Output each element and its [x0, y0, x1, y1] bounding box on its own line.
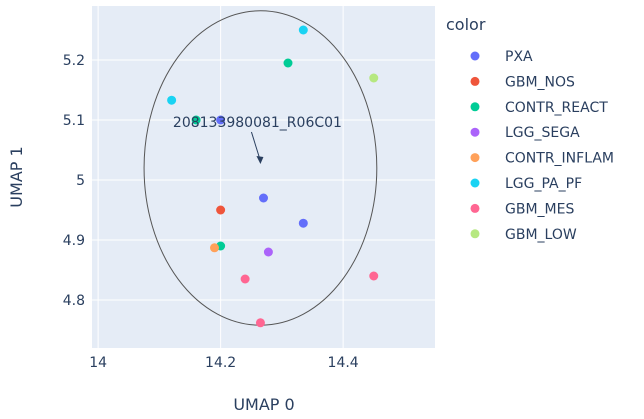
- legend[interactable]: PXA GBM_NOS CONTR_REACT LGG_SEGA CONTR_INFLA…: [470, 49, 614, 243]
- x-tick-label: 14.4: [328, 355, 359, 371]
- data-point-contr-inflam[interactable]: [210, 243, 219, 253]
- data-point-lgg-pa-pf[interactable]: [298, 25, 308, 35]
- data-point-lgg-pa-pf[interactable]: [167, 95, 177, 105]
- data-point-gbm-mes[interactable]: [369, 271, 379, 281]
- y-axis-title: UMAP 1: [7, 146, 26, 207]
- legend-item-lgg-pa-pf[interactable]: LGG_PA_PF: [470, 176, 583, 192]
- data-point-gbm-mes[interactable]: [255, 318, 265, 328]
- legend-item-lgg-sega[interactable]: LGG_SEGA: [470, 125, 581, 141]
- legend-marker: [470, 203, 480, 213]
- legend-item-contr-inflam[interactable]: CONTR_INFLAM: [470, 151, 614, 167]
- tick-labels: 14 14.2 14.4 4.8 4.9 5 5.1 5.2: [63, 53, 359, 371]
- legend-item-contr-react[interactable]: CONTR_REACT: [470, 100, 609, 116]
- legend-item-gbm-nos[interactable]: GBM_NOS: [470, 74, 576, 90]
- legend-marker: [470, 229, 480, 239]
- legend-label: CONTR_INFLAM: [505, 151, 614, 167]
- legend-label: GBM_MES: [505, 201, 574, 217]
- plot-background: [92, 6, 435, 348]
- y-tick-label: 5: [76, 173, 85, 189]
- x-tick-label: 14.2: [205, 355, 236, 371]
- legend-label: GBM_LOW: [505, 227, 577, 243]
- data-point-gbm-low[interactable]: [369, 73, 379, 83]
- data-point-pxa[interactable]: [216, 115, 226, 125]
- annotation-label: 208133980081_R06C01: [173, 115, 342, 131]
- legend-marker: [470, 102, 480, 112]
- annotation-arrowhead: [256, 156, 264, 164]
- legend-label: LGG_SEGA: [505, 125, 580, 141]
- legend-marker: [470, 76, 480, 86]
- legend-item-gbm-mes[interactable]: GBM_MES: [470, 201, 575, 217]
- data-point-gbm-nos[interactable]: [216, 205, 226, 215]
- y-tick-label: 4.8: [63, 293, 85, 309]
- data-point-pxa[interactable]: [259, 193, 268, 203]
- x-axis-title: UMAP 0: [233, 395, 294, 414]
- legend-label: LGG_PA_PF: [505, 176, 582, 192]
- legend-label: PXA: [505, 49, 533, 65]
- legend-marker: [470, 178, 480, 188]
- data-point-pxa[interactable]: [298, 218, 308, 228]
- data-point-gbm-mes[interactable]: [240, 274, 250, 284]
- data-point-contr-react[interactable]: [191, 115, 201, 125]
- legend-item-pxa[interactable]: PXA: [470, 49, 534, 65]
- legend-title: color: [446, 15, 486, 34]
- x-tick-label: 14: [89, 355, 107, 371]
- data-points: [167, 25, 379, 328]
- y-tick-label: 5.1: [63, 113, 85, 129]
- legend-marker: [470, 153, 480, 163]
- legend-item-gbm-low[interactable]: GBM_LOW: [470, 227, 577, 243]
- legend-marker: [470, 51, 480, 61]
- legend-label: CONTR_REACT: [505, 100, 608, 116]
- legend-label: GBM_NOS: [505, 74, 575, 90]
- data-point-contr-react[interactable]: [283, 58, 293, 68]
- y-tick-label: 5.2: [63, 53, 85, 69]
- data-point-lgg-sega[interactable]: [263, 247, 273, 257]
- legend-marker: [470, 127, 480, 137]
- annotation-arrow-line: [250, 131, 261, 162]
- y-tick-label: 4.9: [63, 233, 85, 249]
- annotation: 208133980081_R06C01: [173, 115, 342, 164]
